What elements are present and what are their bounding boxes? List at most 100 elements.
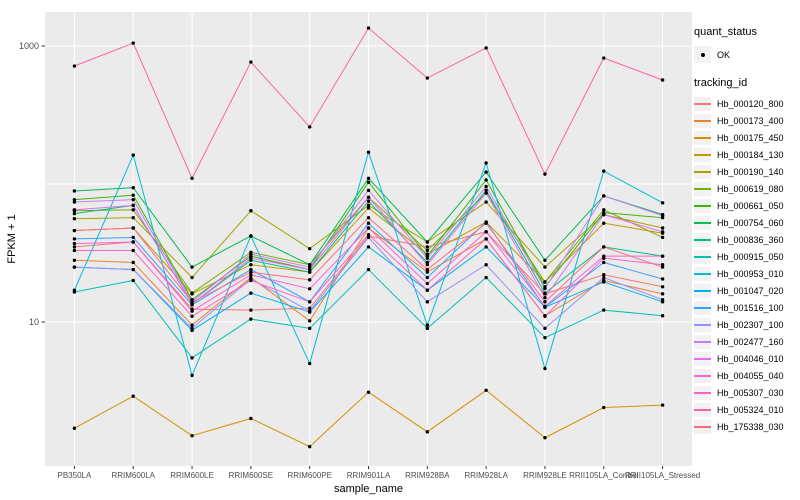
- data-point: [425, 245, 430, 249]
- data-point: [425, 256, 430, 260]
- quant-status-key: [694, 46, 711, 63]
- x-tick-label: RRII105LA_Stressed: [625, 471, 700, 480]
- data-point: [543, 314, 547, 318]
- legend-tracking-items: Hb_000120_800 Hb_000173_400 Hb_000175_450 H…: [694, 97, 798, 434]
- data-point: [190, 291, 194, 295]
- legend-item-label: Hb_002307_100: [717, 320, 784, 330]
- data-point: [249, 263, 253, 267]
- data-point: [366, 235, 371, 240]
- data-point: [131, 193, 135, 197]
- data-point: [131, 226, 135, 230]
- series-line-key-icon: [694, 301, 711, 315]
- data-point: [190, 275, 194, 280]
- series-color-line: [694, 341, 711, 343]
- data-point: [72, 64, 77, 68]
- data-point: [543, 258, 547, 262]
- data-point: [484, 221, 488, 225]
- data-point: [425, 240, 430, 244]
- data-point: [543, 291, 547, 295]
- data-point: [249, 278, 253, 283]
- data-point: [72, 237, 77, 241]
- legend-quant-status-title: quant_status: [694, 26, 757, 38]
- data-point: [425, 326, 430, 331]
- data-point: [660, 201, 665, 205]
- data-point: [307, 444, 312, 449]
- x-tick-label: RRIM600LE: [170, 471, 214, 480]
- legend-item-label: Hb_175338_030: [717, 422, 784, 432]
- series-line-key-icon: [694, 352, 711, 366]
- data-point: [425, 430, 430, 434]
- data-point: [484, 170, 488, 174]
- data-point: [249, 209, 253, 213]
- data-point: [602, 275, 606, 280]
- legend-item-label: Hb_000915_050: [717, 252, 784, 262]
- x-tick-label: PB350LA: [58, 471, 92, 480]
- data-point: [660, 226, 665, 230]
- legend-item-label: Hb_000190_140: [717, 167, 784, 177]
- data-point: [602, 56, 606, 60]
- series-line-key-icon: [694, 335, 711, 349]
- data-point: [131, 208, 135, 212]
- legend-item-Hb_004055_040: Hb_004055_040: [694, 369, 798, 383]
- data-point: [307, 309, 312, 313]
- data-point: [484, 237, 488, 241]
- data-point: [131, 248, 135, 253]
- data-point: [484, 388, 488, 392]
- data-point: [602, 308, 606, 312]
- data-point: [307, 246, 312, 251]
- series-line-key-icon: [694, 97, 711, 111]
- data-point: [366, 203, 371, 208]
- legend-item-Hb_000661_050: Hb_000661_050: [694, 199, 798, 213]
- data-point: [307, 265, 312, 269]
- series-line-key-icon: [694, 131, 711, 145]
- data-point: [543, 300, 547, 304]
- data-point: [72, 288, 77, 292]
- data-point: [72, 228, 77, 233]
- data-point: [307, 267, 312, 272]
- data-point: [484, 230, 488, 234]
- data-point: [366, 199, 371, 203]
- data-point: [484, 200, 488, 204]
- legend-item-label: Hb_000175_450: [717, 133, 784, 143]
- data-point: [131, 203, 135, 208]
- legend-item-label: Hb_000953_010: [717, 269, 784, 279]
- x-axis-title: sample_name: [334, 483, 403, 495]
- data-point: [249, 270, 253, 274]
- data-point: [249, 291, 253, 295]
- legend-item-Hb_002477_160: Hb_002477_160: [694, 335, 798, 349]
- data-point: [249, 416, 253, 421]
- data-point: [543, 436, 547, 440]
- data-point: [484, 275, 488, 280]
- x-tick-label: RRII105LA_Control: [569, 471, 639, 480]
- data-point: [366, 176, 371, 180]
- data-point: [660, 298, 665, 302]
- data-point: [543, 280, 547, 284]
- series-color-line: [694, 307, 711, 309]
- legend-item-label: Hb_000661_050: [717, 201, 784, 211]
- data-point: [425, 76, 430, 80]
- legend-item-label: Hb_000619_080: [717, 184, 784, 194]
- series-line-key-icon: [694, 318, 711, 332]
- data-point: [602, 208, 606, 212]
- series-color-line: [694, 409, 711, 411]
- legend-item-label: Hb_001047_020: [717, 286, 784, 296]
- legend-item-Hb_004046_010: Hb_004046_010: [694, 352, 798, 366]
- data-point: [131, 153, 135, 157]
- data-point: [425, 248, 430, 253]
- data-point: [660, 277, 665, 281]
- data-point: [602, 221, 606, 225]
- data-point: [190, 176, 194, 180]
- data-point: [190, 373, 194, 378]
- data-point: [72, 189, 77, 193]
- legend-item-Hb_000120_800: Hb_000120_800: [694, 97, 798, 111]
- series-color-line: [694, 290, 711, 292]
- data-point: [484, 184, 488, 189]
- data-point: [307, 361, 312, 366]
- data-point: [307, 270, 312, 274]
- data-point: [425, 323, 430, 327]
- legend-item-Hb_005307_030: Hb_005307_030: [694, 386, 798, 400]
- series-color-line: [694, 358, 711, 360]
- data-point: [543, 335, 547, 340]
- series-line-key-icon: [694, 216, 711, 230]
